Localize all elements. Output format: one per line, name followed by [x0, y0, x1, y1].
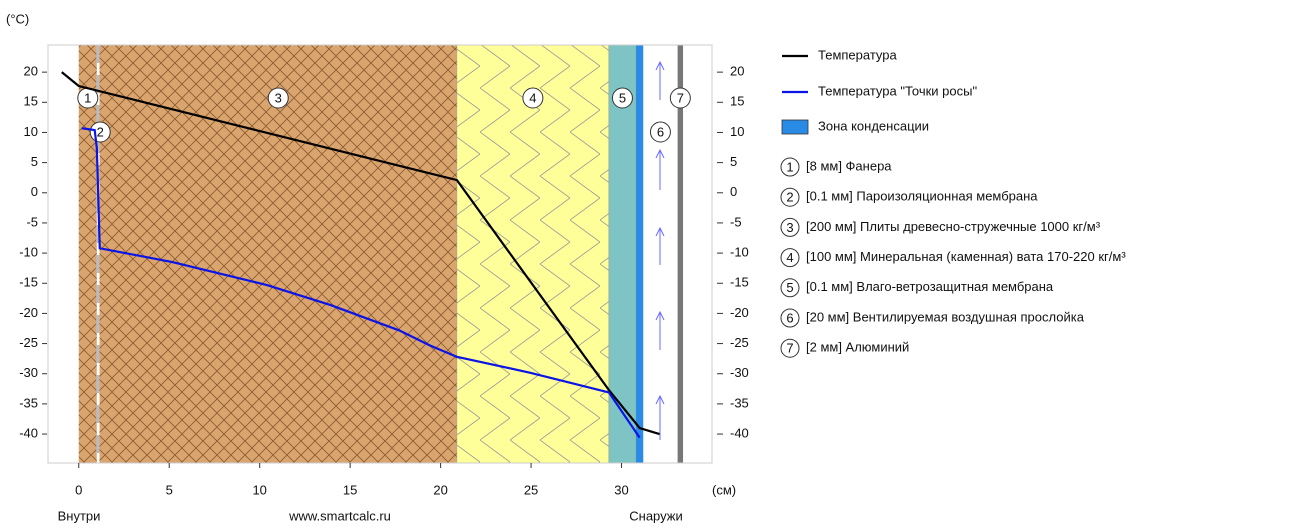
legend-number: 5 — [786, 280, 793, 295]
y2-tick-label: -40 — [730, 425, 749, 440]
y-tick-label: -35 — [19, 395, 38, 410]
layer-number: 1 — [84, 90, 91, 105]
legend-label: [100 мм] Минеральная (каменная) вата 170… — [806, 249, 1126, 264]
x-tick-label: 0 — [75, 482, 82, 497]
legend-label: [8 мм] Фанера — [806, 158, 892, 173]
layer-number: 2 — [97, 124, 104, 139]
condensation-zone — [636, 45, 643, 463]
y2-tick-label: -15 — [730, 275, 749, 290]
legend-label: [20 мм] Вентилируемая воздушная прослойк… — [806, 309, 1085, 324]
y-unit: (°C) — [6, 11, 29, 26]
x-tick-label: 15 — [343, 482, 357, 497]
y-tick-label: -40 — [19, 425, 38, 440]
chart: (°C) (см) Внутри www.smartcalc.ru Снаруж… — [0, 0, 1301, 526]
y-tick-label: 5 — [31, 154, 38, 169]
legend-label: Температура — [818, 47, 898, 62]
legend-number: 7 — [786, 341, 793, 356]
y-tick-label: -20 — [19, 305, 38, 320]
inside-label: Внутри — [58, 508, 101, 523]
page: (°C) (см) Внутри www.smartcalc.ru Снаруж… — [0, 0, 1301, 531]
x-tick-label: 10 — [252, 482, 266, 497]
legend-number: 3 — [786, 220, 793, 235]
legend-label: [2 мм] Алюминий — [806, 340, 909, 355]
x-tick-label: 25 — [524, 482, 538, 497]
legend-number: 6 — [786, 310, 793, 325]
legend-label: [0.1 мм] Влаго-ветрозащитная мембрана — [806, 279, 1054, 294]
legend-label: [0.1 мм] Пароизоляционная мембрана — [806, 189, 1038, 204]
legend-label: Температура "Точки росы" — [818, 83, 977, 98]
layer-number: 6 — [657, 124, 664, 139]
legend-label: Зона конденсации — [818, 118, 929, 133]
y2-tick-label: -20 — [730, 305, 749, 320]
y2-tick-label: -10 — [730, 245, 749, 260]
y-tick-label: 20 — [24, 64, 38, 79]
y-tick-label: 10 — [24, 124, 38, 139]
y-tick-label: -5 — [26, 214, 38, 229]
layer-number: 4 — [529, 90, 536, 105]
y-tick-label: 0 — [31, 184, 38, 199]
watermark: www.smartcalc.ru — [288, 508, 391, 523]
y-tick-label: -15 — [19, 275, 38, 290]
layer-number: 5 — [619, 90, 626, 105]
y-tick-label: -25 — [19, 335, 38, 350]
x-tick-label: 20 — [433, 482, 447, 497]
legend-swatch — [782, 120, 808, 134]
legend-number: 1 — [786, 159, 793, 174]
y-tick-label: -10 — [19, 245, 38, 260]
y-tick-label: 15 — [24, 94, 38, 109]
y2-tick-label: -30 — [730, 365, 749, 380]
y2-tick-label: -5 — [730, 214, 742, 229]
y2-tick-label: 15 — [730, 94, 744, 109]
legend-label: [200 мм] Плиты древесно-стружечные 1000 … — [806, 219, 1101, 234]
x-tick-label: 5 — [166, 482, 173, 497]
y2-tick-label: 20 — [730, 64, 744, 79]
x-unit: (см) — [712, 482, 736, 497]
layer-number: 7 — [677, 90, 684, 105]
outside-label: Снаружи — [629, 508, 683, 523]
y2-tick-label: 10 — [730, 124, 744, 139]
x-tick-label: 30 — [614, 482, 628, 497]
y2-tick-label: 0 — [730, 184, 737, 199]
y2-tick-label: -25 — [730, 335, 749, 350]
layer-number: 3 — [275, 90, 282, 105]
y-tick-label: -30 — [19, 365, 38, 380]
legend-number: 4 — [786, 250, 793, 265]
y2-tick-label: -35 — [730, 395, 749, 410]
legend-number: 2 — [786, 190, 793, 205]
y2-tick-label: 5 — [730, 154, 737, 169]
